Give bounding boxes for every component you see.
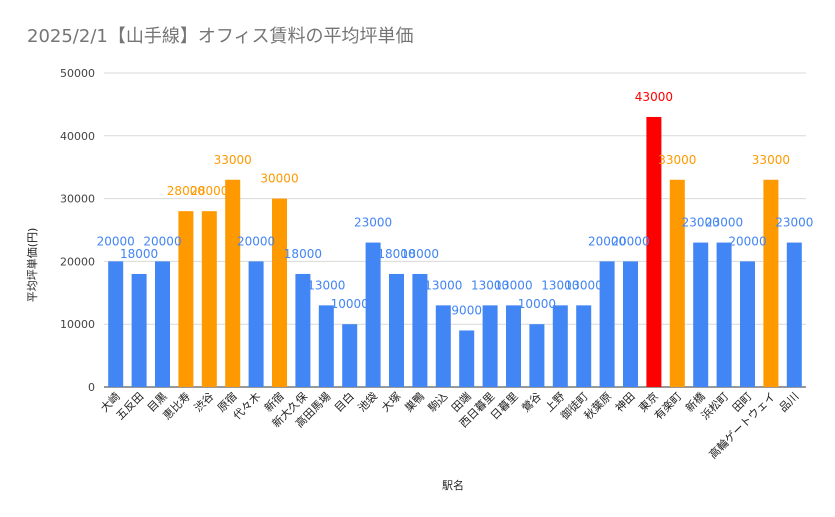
- gridlines: [104, 72, 806, 388]
- data-label: 33000: [658, 153, 696, 167]
- x-axis-tick-labels: 大崎五反田目黒恵比寿渋谷原宿代々木新宿新大久保高田馬場目白池袋大塚巣鴨駒込田端西…: [97, 389, 801, 461]
- data-label: 18000: [284, 247, 322, 261]
- x-tick-label: 品川: [777, 390, 802, 415]
- y-tick-label: 0: [88, 381, 95, 394]
- y-tick-label: 20000: [60, 255, 95, 268]
- bar: [623, 261, 638, 387]
- data-label: 30000: [260, 172, 298, 186]
- bar: [529, 324, 545, 387]
- x-tick-label: 目白: [331, 389, 356, 414]
- data-label: 23000: [775, 216, 813, 230]
- x-tick-label: 駒込: [426, 390, 451, 415]
- data-label: 13000: [565, 278, 603, 292]
- x-tick-label: 神田: [612, 389, 637, 414]
- x-axis-title: 駅名: [442, 478, 464, 492]
- chart-title: 2025/2/1【山手線】オフィス賃料の平均坪単価: [27, 26, 414, 47]
- x-tick-label: 大塚: [378, 389, 403, 414]
- bar: [318, 305, 334, 387]
- bar: [155, 261, 170, 387]
- data-label: 20000: [143, 234, 181, 248]
- bar: [412, 273, 428, 387]
- data-label: 13000: [541, 278, 579, 292]
- data-label: 18000: [377, 247, 415, 261]
- data-label: 33000: [752, 153, 790, 167]
- bar: [763, 179, 779, 387]
- bar: [552, 305, 568, 387]
- data-label: 13000: [307, 278, 345, 292]
- y-tick-label: 40000: [60, 130, 95, 143]
- bar: [482, 305, 498, 387]
- bar: [365, 242, 381, 387]
- data-label: 20000: [611, 234, 649, 248]
- x-tick-label: 日暮里: [487, 389, 520, 422]
- data-label: 13000: [424, 278, 462, 292]
- data-label: 13000: [471, 278, 509, 292]
- bar: [295, 273, 311, 387]
- data-label: 9000: [451, 303, 482, 317]
- data-label: 23000: [705, 216, 743, 230]
- data-label: 23000: [354, 216, 392, 230]
- x-tick-label: 有楽町: [651, 389, 684, 422]
- x-tick-label: 渋谷: [192, 390, 217, 415]
- data-label: 33000: [214, 153, 252, 167]
- x-tick-label: 池袋: [355, 389, 380, 414]
- x-tick-label: 五反田: [114, 390, 147, 423]
- bar: [786, 242, 802, 387]
- y-tick-label: 10000: [60, 318, 95, 331]
- bar: [225, 179, 241, 387]
- data-label: 20000: [97, 234, 135, 248]
- data-label: 20000: [588, 234, 626, 248]
- x-tick-label: 恵比寿: [160, 389, 193, 422]
- data-label: 13000: [494, 278, 532, 292]
- bar: [248, 261, 264, 387]
- data-label: 10000: [331, 297, 369, 311]
- bar: [201, 211, 217, 387]
- data-label: 18000: [120, 247, 158, 261]
- data-label: 20000: [237, 234, 275, 248]
- bars: [108, 116, 802, 388]
- bar: [131, 273, 147, 387]
- bar: [716, 242, 732, 387]
- bar: [435, 305, 451, 387]
- x-tick-label: 代々木: [231, 390, 264, 423]
- bar: [389, 273, 404, 387]
- data-labels: 2000018000200002800028000330002000030000…: [97, 90, 814, 318]
- x-tick-label: 鶯谷: [519, 389, 544, 414]
- data-label: 23000: [682, 216, 720, 230]
- x-tick-label: 秋葉原: [581, 389, 614, 422]
- bar: [272, 198, 287, 387]
- y-tick-label: 50000: [60, 67, 95, 80]
- bar: [342, 324, 358, 387]
- y-axis-title: 平均坪単価(円): [25, 228, 39, 303]
- y-tick-label: 30000: [60, 193, 95, 206]
- bar: [108, 261, 124, 387]
- bar: [178, 211, 194, 387]
- bar: [506, 305, 521, 387]
- y-axis-ticks: 0 10000 20000 30000 40000 50000: [60, 67, 95, 394]
- data-label: 18000: [401, 247, 439, 261]
- bar: [669, 179, 685, 387]
- bar: [576, 305, 592, 387]
- x-tick-label: 浜松町: [698, 389, 731, 422]
- x-tick-label: 巣鴨: [402, 389, 427, 414]
- data-label: 28000: [167, 184, 205, 198]
- data-label: 10000: [518, 297, 556, 311]
- bar: [459, 330, 475, 387]
- data-label: 43000: [635, 90, 673, 104]
- data-label: 28000: [190, 184, 228, 198]
- bar: [740, 261, 755, 387]
- bar: [646, 116, 662, 388]
- bar: [599, 261, 615, 387]
- bar: [693, 242, 709, 387]
- data-label: 20000: [728, 234, 766, 248]
